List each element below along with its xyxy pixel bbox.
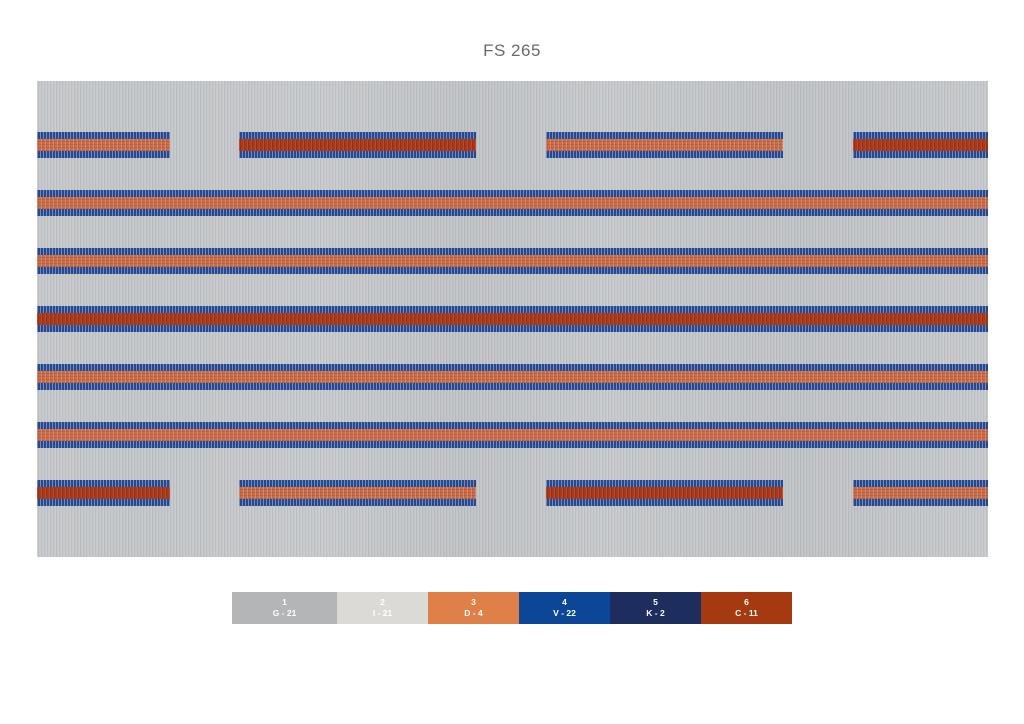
swatch-number: 5 xyxy=(653,597,658,607)
full-stripe xyxy=(37,248,988,274)
short-bar xyxy=(546,132,783,158)
full-stripe-core xyxy=(37,313,988,325)
short-bar xyxy=(37,132,170,158)
short-bar xyxy=(853,480,988,506)
swatch-code: G - 21 xyxy=(272,608,297,618)
swatch-code: V - 22 xyxy=(553,608,576,618)
short-bar xyxy=(546,480,783,506)
swatch-code: K - 2 xyxy=(646,608,665,618)
swatch-number: 2 xyxy=(380,597,385,607)
short-bar-core xyxy=(239,139,476,151)
full-stripe xyxy=(37,364,988,390)
full-stripe-core xyxy=(37,371,988,383)
short-bar-core xyxy=(546,487,783,499)
swatch-number: 6 xyxy=(744,597,749,607)
full-stripe xyxy=(37,190,988,216)
swatch-code: I - 21 xyxy=(372,608,393,618)
short-bar-core xyxy=(37,139,170,151)
swatch-number: 4 xyxy=(562,597,567,607)
rug-preview xyxy=(37,81,988,557)
short-bar xyxy=(853,132,988,158)
swatch-code: D - 4 xyxy=(464,608,483,618)
short-bar-core xyxy=(546,139,783,151)
full-stripe xyxy=(37,306,988,332)
short-bar xyxy=(239,480,476,506)
short-bar-core xyxy=(37,487,170,499)
full-stripe xyxy=(37,422,988,448)
swatch-code: C - 11 xyxy=(735,608,758,618)
swatch-number: 3 xyxy=(471,597,476,607)
swatch-number: 1 xyxy=(282,597,287,607)
full-stripe-core xyxy=(37,255,988,267)
short-bar xyxy=(37,480,170,506)
full-stripe-core xyxy=(37,197,988,209)
full-stripe-core xyxy=(37,429,988,441)
short-bar xyxy=(239,132,476,158)
short-bar-core xyxy=(853,139,988,151)
design-title: FS 265 xyxy=(483,41,541,60)
short-bar-core xyxy=(853,487,988,499)
short-bar-core xyxy=(239,487,476,499)
